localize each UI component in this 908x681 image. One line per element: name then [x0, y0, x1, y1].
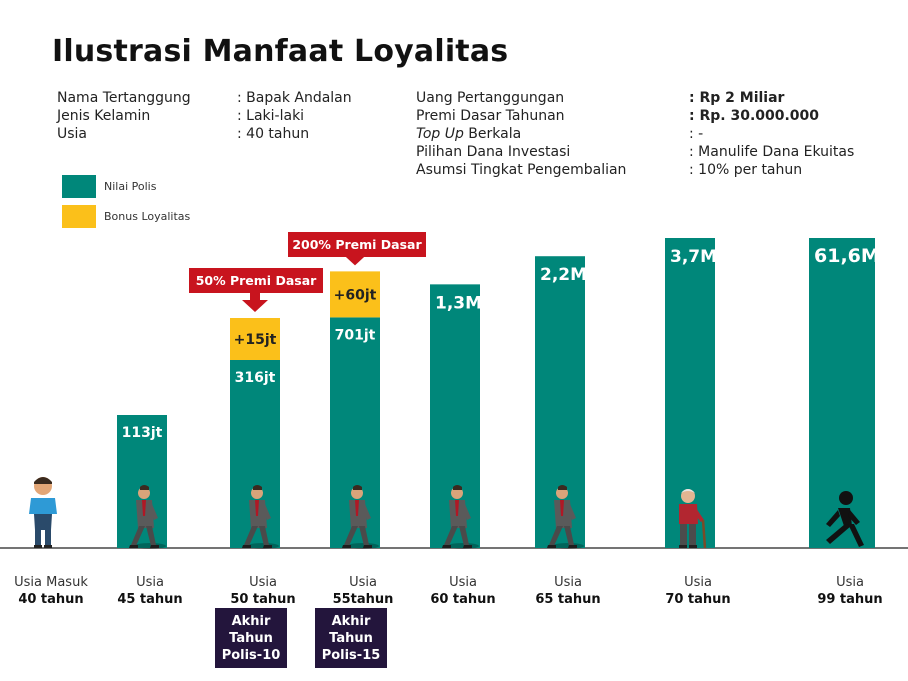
category-label-top: Usia	[249, 575, 277, 590]
info-row: Pilihan Dana Investasi : Manulife Dana Ek…	[416, 143, 854, 161]
legend-swatch-bonus-loyalitas	[62, 205, 96, 228]
info-row: Uang Pertanggungan : Rp 2 Miliar	[416, 89, 784, 107]
category-label-bottom: 60 tahun	[430, 592, 495, 607]
category-label-top: Usia	[684, 575, 712, 590]
note-text: Polis-15	[322, 648, 381, 663]
walking-man-icon	[129, 485, 166, 549]
info-label: Uang Pertanggungan	[416, 90, 565, 106]
note-text: Polis-10	[222, 648, 281, 663]
category-label-bottom: 55tahun	[333, 592, 394, 607]
bar-value-label: 113jt	[122, 425, 163, 441]
info-value: : 40 tahun	[237, 126, 310, 142]
walking-man-icon	[342, 485, 379, 549]
category-label-top: Usia	[136, 575, 164, 590]
bar-value-label: 61,6M	[814, 245, 880, 267]
note-text: Tahun	[229, 631, 273, 646]
bonus-value-label: +60jt	[334, 287, 377, 303]
category-label-bottom: 70 tahun	[665, 592, 730, 607]
bar-nilai-polis	[535, 256, 585, 548]
info-value: : Rp. 30.000.000	[689, 108, 820, 124]
info-value: : 10% per tahun	[689, 162, 803, 178]
note-text: Akhir	[232, 614, 271, 629]
callout-arrow	[342, 253, 368, 266]
legend-swatch-nilai-polis	[62, 175, 96, 198]
info-row: Jenis Kelamin : Laki-laki	[57, 107, 304, 125]
bar-value-label: 3,7M	[670, 247, 717, 267]
info-label: Berkala	[463, 126, 522, 142]
info-label: Jenis Kelamin	[57, 108, 151, 124]
info-label: Asumsi Tingkat Pengembalian	[416, 162, 627, 178]
info-label: Nama Tertanggung	[57, 90, 191, 106]
info-value: : Bapak Andalan	[237, 90, 352, 106]
category-label-top: Usia	[836, 575, 864, 590]
bar-bonus-loyalitas	[330, 271, 380, 318]
category-label-bottom: 99 tahun	[817, 592, 882, 607]
info-row: Premi Dasar Tahunan : Rp. 30.000.000	[416, 107, 819, 125]
bar-value-label: 316jt	[235, 370, 276, 386]
info-value: : Rp 2 Miliar	[689, 90, 785, 106]
category-label-top: Usia	[449, 575, 477, 590]
bar-bonus-loyalitas	[230, 318, 280, 360]
info-row: Usia : 40 tahun	[57, 125, 309, 143]
note-text: Tahun	[329, 631, 373, 646]
chart-title: Ilustrasi Manfaat Loyalitas	[52, 34, 509, 69]
info-label-italic: Top Up	[416, 126, 464, 142]
note-text: Akhir	[332, 614, 371, 629]
callout-banner	[189, 268, 323, 293]
category-label-bottom: 50 tahun	[230, 592, 295, 607]
bar-value-label: 1,3M	[435, 293, 482, 313]
info-value: : -	[689, 126, 704, 142]
info-row: Asumsi Tingkat Pengembalian : 10% per tah…	[416, 161, 802, 179]
info-row: Nama Tertanggung : Bapak Andalan	[57, 89, 352, 107]
callout-arrow	[242, 293, 268, 312]
category-label-top: Usia	[554, 575, 582, 590]
boy-icon	[29, 477, 57, 548]
walking-man-icon	[442, 485, 479, 549]
info-right: Uang Pertanggungan : Rp 2 Miliar Premi Da…	[416, 89, 854, 179]
bar-value-label: 701jt	[335, 327, 376, 343]
category-label-top: Usia Masuk	[14, 575, 88, 590]
legend-label: Bonus Loyalitas	[104, 210, 191, 223]
info-left: Nama Tertanggung : Bapak Andalan Jenis Ke…	[57, 89, 352, 143]
note-box	[215, 608, 287, 668]
legend-label: Nilai Polis	[104, 180, 157, 193]
bonus-value-label: +15jt	[234, 332, 277, 348]
walking-man-icon	[242, 485, 279, 549]
category-label-bottom: 45 tahun	[117, 592, 182, 607]
callout-banner	[288, 232, 426, 257]
walking-pictogram-icon	[826, 491, 864, 547]
category-label-top: Usia	[349, 575, 377, 590]
info-row: Top Up Berkala : -	[416, 125, 703, 143]
callout-text: 200% Premi Dasar	[292, 237, 422, 252]
category-label-bottom: 65 tahun	[535, 592, 600, 607]
bar-value-label: 2,2M	[540, 265, 587, 285]
info-value: : Manulife Dana Ekuitas	[689, 144, 855, 160]
callout-text: 50% Premi Dasar	[196, 273, 317, 288]
category-label-bottom: 40 tahun	[18, 592, 83, 607]
walking-man-icon	[547, 485, 584, 549]
elderly-man-icon	[679, 489, 707, 549]
info-label: Pilihan Dana Investasi	[416, 144, 571, 160]
note-box	[315, 608, 387, 668]
info-label: Usia	[57, 126, 88, 142]
info-label: Premi Dasar Tahunan	[416, 108, 565, 124]
info-value: : Laki-laki	[237, 108, 305, 124]
